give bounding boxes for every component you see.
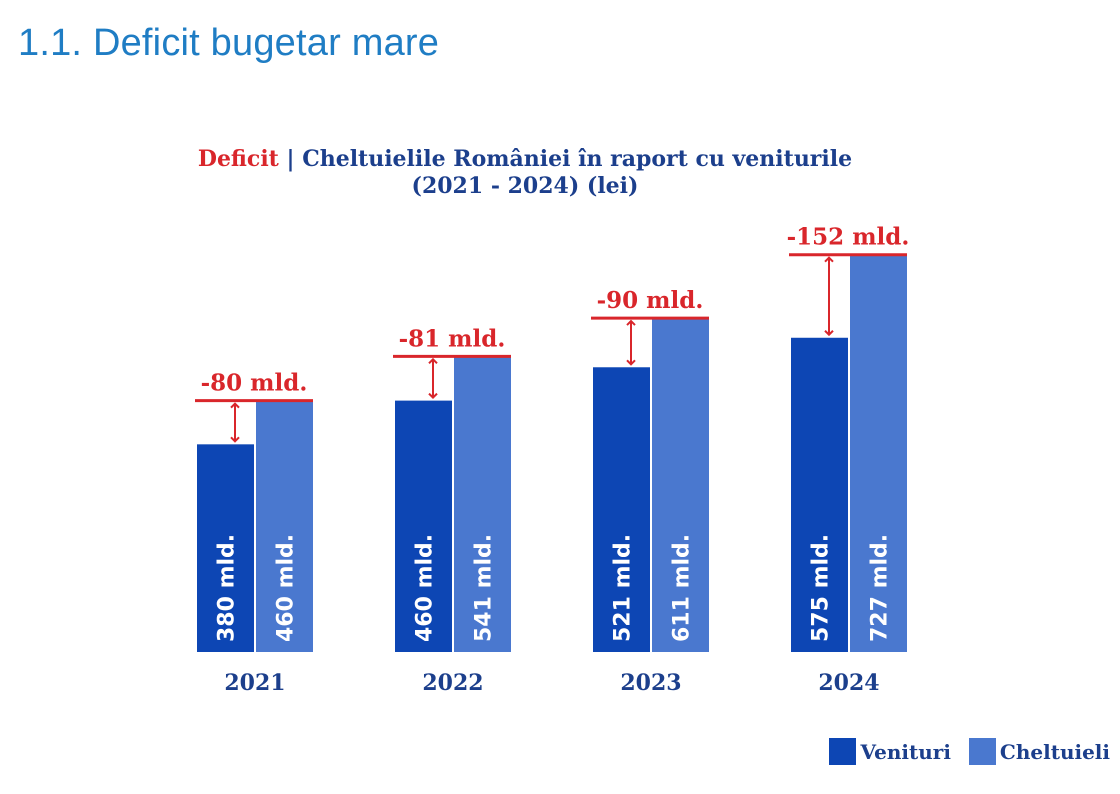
legend-swatch-cheltuieli bbox=[968, 738, 996, 765]
legend-swatch-venituri bbox=[829, 738, 857, 765]
chart-title: Deficit | Cheltuielile României în rapor… bbox=[160, 146, 890, 200]
legend-label-cheltuieli: Cheltuieli bbox=[999, 739, 1110, 764]
chart-title-highlight: Deficit bbox=[197, 146, 279, 172]
page-title: 1.1. Deficit bugetar mare bbox=[18, 22, 440, 64]
bar-value-label-cheltuieli-2023: 611 mld. bbox=[670, 534, 695, 642]
legend-item-venituri: Venituri bbox=[829, 738, 951, 765]
bar-cheltuieli-2024 bbox=[850, 254, 907, 652]
bar-cheltuieli-2023 bbox=[652, 318, 709, 652]
bar-venituri-2022 bbox=[395, 400, 452, 652]
bar-venituri-2021 bbox=[197, 444, 254, 652]
bar-value-label-venituri-2024: 575 mld. bbox=[809, 534, 834, 642]
chart-subtitle: (2021 - 2024) (lei) bbox=[411, 173, 639, 199]
x-tick-label-2021: 2021 bbox=[224, 670, 285, 696]
deficit-label-2023: -90 mld. bbox=[597, 287, 704, 314]
bar-cheltuieli-2022 bbox=[454, 356, 511, 652]
legend-label-venituri: Venituri bbox=[860, 739, 951, 764]
deficit-label-2021: -80 mld. bbox=[201, 370, 308, 397]
chart-legend: Venituri Cheltuieli bbox=[811, 738, 1110, 765]
bar-value-label-cheltuieli-2024: 727 mld. bbox=[868, 534, 893, 642]
bar-value-label-venituri-2022: 460 mld. bbox=[413, 534, 438, 642]
x-tick-label-2022: 2022 bbox=[422, 670, 483, 696]
legend-item-cheltuieli: Cheltuieli bbox=[968, 738, 1110, 765]
chart-title-text: Cheltuielile României în raport cu venit… bbox=[302, 146, 853, 172]
x-tick-label-2023: 2023 bbox=[620, 670, 681, 696]
deficit-label-2022: -81 mld. bbox=[399, 325, 506, 352]
bar-venituri-2024 bbox=[791, 337, 848, 652]
bar-value-label-cheltuieli-2021: 460 mld. bbox=[274, 534, 299, 642]
bar-value-label-venituri-2023: 521 mld. bbox=[611, 534, 636, 642]
bar-venituri-2023 bbox=[593, 367, 650, 652]
deficit-label-2024: -152 mld. bbox=[787, 224, 910, 251]
x-tick-label-2024: 2024 bbox=[818, 670, 879, 696]
bar-value-label-cheltuieli-2022: 541 mld. bbox=[472, 534, 497, 642]
bar-cheltuieli-2021 bbox=[256, 400, 313, 652]
bar-value-label-venituri-2021: 380 mld. bbox=[215, 534, 240, 642]
chart-title-separator: | bbox=[278, 146, 303, 172]
